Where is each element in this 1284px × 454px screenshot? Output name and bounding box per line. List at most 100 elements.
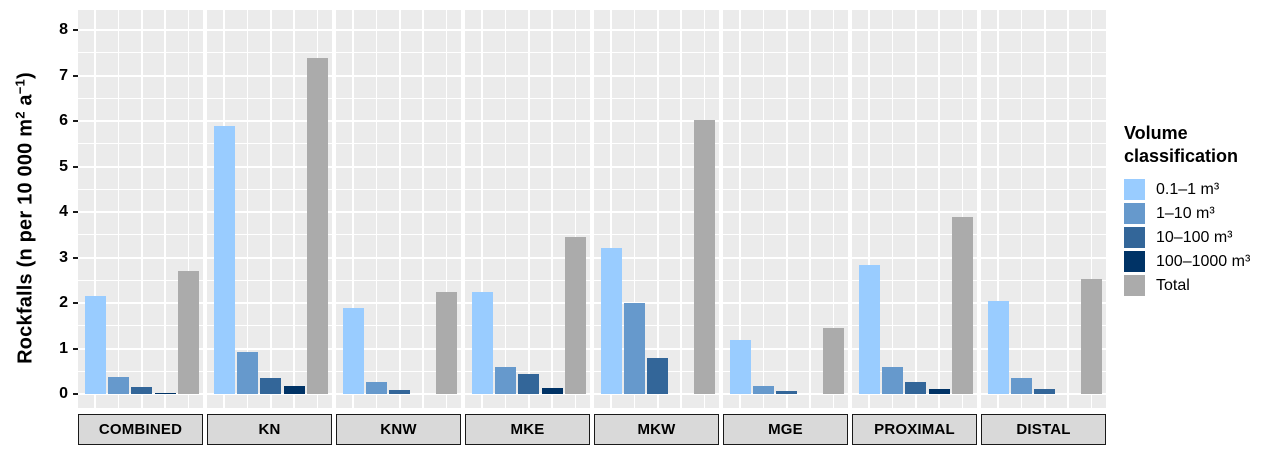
gridline-vertical — [961, 10, 964, 408]
y-tick-label-8: 8 — [59, 21, 68, 38]
gridline-major — [465, 302, 590, 304]
gridline-major — [852, 256, 977, 259]
facet-strip-knw: KNW — [336, 414, 461, 445]
gridline-minor — [207, 279, 332, 281]
legend: Volume classification 0.1–1 m³ 1–10 m³ 10–… — [1124, 122, 1280, 296]
legend-item-0-1-1-m: 0.1–1 m³ — [1124, 179, 1280, 200]
gridline-vertical — [504, 10, 507, 408]
gridline-major — [465, 74, 590, 77]
gridline-vertical — [832, 10, 835, 408]
facet-strip-combined: COMBINED — [78, 414, 203, 445]
gridline-minor — [594, 143, 719, 145]
gridline-vertical — [481, 10, 483, 408]
gridline-minor — [78, 234, 203, 236]
y-tick-mark — [73, 211, 78, 213]
bar-proximal-total — [951, 217, 973, 394]
gridline-minor — [78, 325, 203, 327]
facet-strip-mge: MGE — [723, 414, 848, 445]
gridline-vertical — [868, 10, 870, 408]
y-tick-mark — [73, 347, 78, 350]
facet-strip-mke: MKE — [465, 414, 590, 445]
gridline-vertical — [1067, 10, 1069, 408]
gridline-major — [981, 302, 1106, 304]
gridline-minor — [981, 325, 1106, 327]
gridline-major — [852, 211, 977, 213]
gridline-vertical — [352, 10, 354, 408]
bar-mke-total — [564, 236, 586, 394]
bar-distal-0-1-1-m — [987, 301, 1009, 394]
gridline-minor — [594, 52, 719, 54]
gridline-minor — [852, 143, 977, 145]
gridline-vertical — [445, 10, 448, 408]
legend-label: 0.1–1 m³ — [1156, 180, 1220, 198]
bar-combined-1-10-m — [108, 376, 129, 394]
gridline-vertical — [680, 10, 682, 408]
gridline-minor — [465, 143, 590, 145]
gridline-vertical — [375, 10, 378, 408]
gridline-major — [465, 347, 590, 350]
bar-mke-0-1-1-m — [471, 291, 493, 394]
facet-strip-mkw: MKW — [594, 414, 719, 445]
gridline-vertical — [422, 10, 424, 408]
gridline-minor — [594, 325, 719, 327]
gridline-minor — [594, 97, 719, 99]
bar-knw-total — [435, 292, 457, 394]
facet-panel-kn — [207, 10, 332, 408]
gridline-major — [852, 393, 977, 395]
gridline-vertical — [657, 10, 659, 408]
gridline-minor — [78, 97, 203, 99]
bar-combined-10-100-m — [131, 387, 153, 394]
gridline-major — [723, 256, 848, 259]
gridline-vertical — [399, 10, 401, 408]
gridline-major — [336, 256, 461, 259]
gridline-minor — [981, 52, 1106, 54]
gridline-major — [78, 393, 203, 395]
gridline-major — [852, 347, 977, 350]
gridline-major — [465, 29, 590, 31]
gridline-minor — [852, 97, 977, 99]
gridline-minor — [465, 52, 590, 54]
bar-mkw-1-10-m — [624, 303, 645, 394]
gridline-minor — [207, 97, 332, 99]
gridline-major — [981, 165, 1106, 168]
gridline-minor — [852, 52, 977, 54]
gridline-minor — [465, 234, 590, 236]
bar-mge-total — [822, 327, 844, 394]
gridline-minor — [207, 325, 332, 327]
bar-mkw-total — [693, 120, 715, 394]
gridline-major — [981, 347, 1106, 350]
gridline-minor — [723, 52, 848, 54]
bar-proximal-1-10-m — [882, 366, 903, 394]
bar-mkw-0-1-1-m — [600, 248, 622, 394]
gridline-minor — [78, 370, 203, 372]
gridline-major — [594, 29, 719, 31]
gridline-minor — [852, 325, 977, 327]
gridline-major — [594, 302, 719, 304]
bar-distal-10-100-m — [1034, 389, 1056, 394]
gridline-minor — [981, 370, 1106, 372]
facet-panel-combined — [78, 10, 203, 408]
gridline-major — [78, 165, 203, 168]
gridline-major — [336, 347, 461, 350]
gridline-major — [465, 165, 590, 168]
gridline-minor — [594, 188, 719, 190]
legend-label: 10–100 m³ — [1156, 228, 1233, 246]
gridline-minor — [78, 279, 203, 281]
gridline-major — [723, 120, 848, 122]
gridline-minor — [207, 188, 332, 190]
gridline-minor — [78, 143, 203, 145]
gridline-vertical — [141, 10, 143, 408]
y-tick-mark — [73, 74, 78, 77]
gridline-major — [723, 74, 848, 77]
gridline-major — [207, 302, 332, 304]
gridline-major — [207, 393, 332, 395]
facet-panel-distal — [981, 10, 1106, 408]
bar-kn-0-1-1-m — [213, 125, 235, 394]
legend-item-10-100-m: 10–100 m³ — [1124, 227, 1280, 248]
y-tick-mark — [73, 302, 78, 304]
gridline-major — [981, 211, 1106, 213]
gridline-minor — [723, 370, 848, 372]
y-tick-mark — [73, 165, 78, 168]
gridline-minor — [336, 234, 461, 236]
gridline-minor — [78, 188, 203, 190]
